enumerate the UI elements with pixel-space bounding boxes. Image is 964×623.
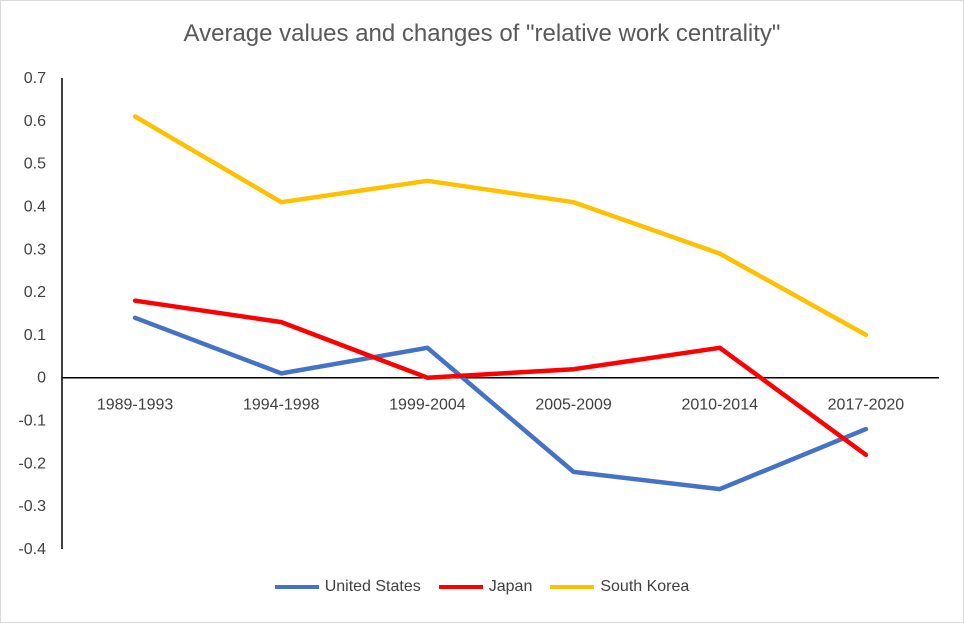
y-tick-label: 0.3 — [24, 241, 46, 258]
series-line-united-states — [132, 315, 869, 492]
y-tick-label: 0.6 — [24, 113, 46, 130]
legend-swatch-united-states — [274, 585, 319, 589]
x-tick-label: 2010-2014 — [681, 397, 758, 414]
legend-swatch-japan — [438, 585, 483, 589]
x-tick-label: 2017-2020 — [828, 397, 905, 414]
x-tick-label: 1999-2004 — [389, 397, 466, 414]
legend-swatch-south-korea — [550, 585, 595, 589]
legend-item-south-korea: South Korea — [550, 578, 689, 596]
series-line-japan — [132, 298, 869, 458]
y-tick-label: -0.3 — [18, 498, 46, 515]
y-tick-label: 0.4 — [24, 198, 46, 215]
legend-item-japan: Japan — [438, 578, 533, 596]
x-tick-label: 1989-1993 — [97, 397, 174, 414]
legend-label-united-states: United States — [324, 578, 421, 595]
y-tick-label: -0.4 — [18, 541, 46, 558]
chart-title: Average values and changes of "relative … — [183, 20, 781, 47]
legend-item-united-states: United States — [274, 578, 421, 596]
legend: United States Japan South Korea — [0, 578, 964, 596]
y-tick-label: 0.5 — [24, 156, 46, 173]
x-tick-label: 1994-1998 — [243, 397, 320, 414]
y-tick-label: -0.2 — [18, 455, 46, 472]
legend-label-japan: Japan — [488, 578, 533, 595]
y-tick-label: 0.2 — [24, 284, 46, 301]
series-line-south-korea — [132, 114, 869, 338]
y-tick-label: 0 — [37, 370, 46, 387]
y-tick-label: 0.7 — [24, 70, 46, 87]
y-tick-label: -0.1 — [18, 413, 46, 430]
x-tick-label: 2005-2009 — [535, 397, 612, 414]
legend-label-south-korea: South Korea — [600, 578, 690, 595]
y-tick-label: 0.1 — [24, 327, 46, 344]
